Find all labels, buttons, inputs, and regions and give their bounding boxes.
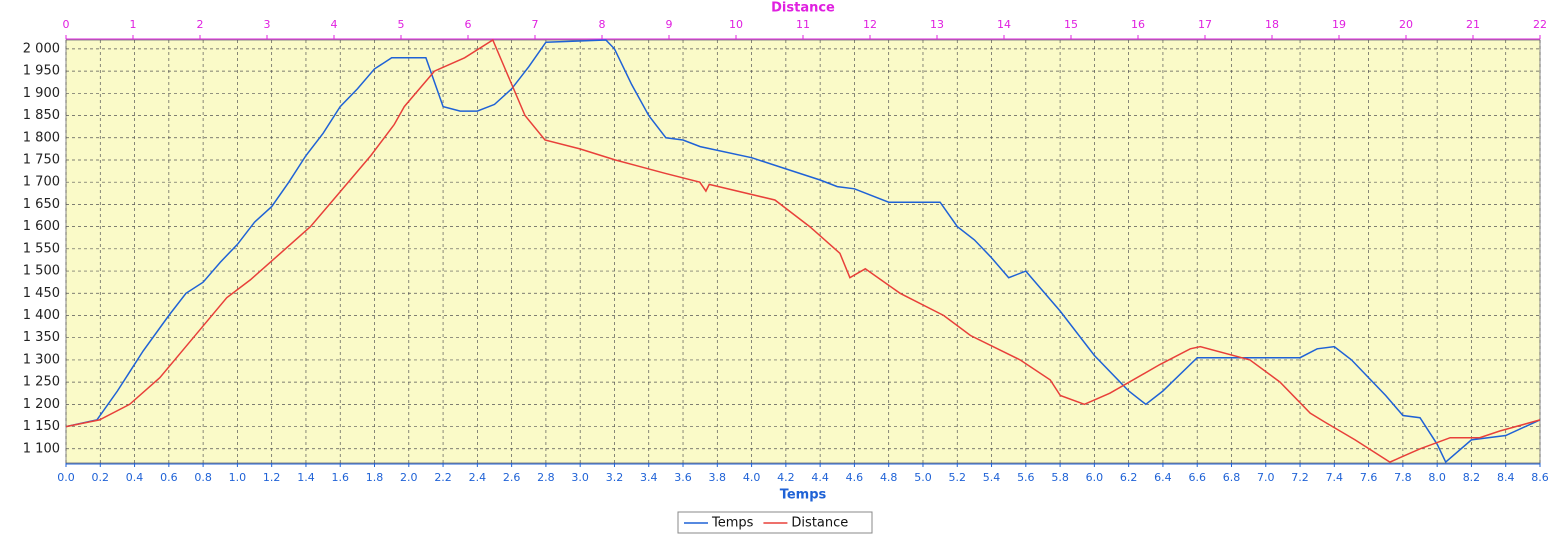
- y-tick-label: 1 350: [23, 330, 60, 345]
- y-tick-label: 1 650: [23, 197, 60, 212]
- x-tick-label: 7.6: [1360, 471, 1378, 484]
- y-tick-label: 1 450: [23, 286, 60, 301]
- x-tick-label: 1.6: [331, 471, 349, 484]
- x-tick-label: 1.4: [297, 471, 315, 484]
- x-tick-label: 3.0: [571, 471, 589, 484]
- x-tick-label: 3.8: [709, 471, 727, 484]
- x-tick-label: 4.2: [777, 471, 795, 484]
- x-tick-label: 7.8: [1394, 471, 1412, 484]
- y-tick-label: 1 300: [23, 352, 60, 367]
- x-tick-label: 8.2: [1463, 471, 1481, 484]
- x-tick-label: 5.0: [914, 471, 932, 484]
- x2-tick-label: 15: [1064, 18, 1078, 31]
- x-tick-label: 4.4: [811, 471, 829, 484]
- x-tick-label: 3.6: [674, 471, 692, 484]
- x2-tick-label: 8: [599, 18, 606, 31]
- y-tick-label: 1 850: [23, 108, 60, 123]
- x2-tick-label: 13: [930, 18, 944, 31]
- plot-area: [65, 39, 1541, 464]
- x-tick-label: 6.4: [1154, 471, 1172, 484]
- x-tick-label: 0.6: [160, 471, 178, 484]
- y-tick-label: 1 250: [23, 375, 60, 390]
- y-tick-label: 1 900: [23, 86, 60, 101]
- x-tick-label: 6.0: [1086, 471, 1104, 484]
- x-tick-label: 7.0: [1257, 471, 1275, 484]
- x-tick-label: 2.4: [469, 471, 487, 484]
- y-tick-label: 1 150: [23, 419, 60, 434]
- x2-tick-label: 9: [666, 18, 673, 31]
- x2-tick-label: 21: [1466, 18, 1480, 31]
- x2-tick-label: 11: [796, 18, 810, 31]
- x2-tick-label: 19: [1332, 18, 1346, 31]
- y-tick-label: 1 750: [23, 152, 60, 167]
- y-tick-label: 1 500: [23, 264, 60, 279]
- x2-tick-label: 17: [1198, 18, 1212, 31]
- legend-label: Temps: [711, 516, 754, 531]
- y-tick-label: 1 100: [23, 441, 60, 456]
- x-tick-label: 8.4: [1497, 471, 1515, 484]
- x-tick-label: 0.4: [126, 471, 144, 484]
- x-tick-label: 5.2: [949, 471, 967, 484]
- x2-tick-label: 18: [1265, 18, 1279, 31]
- y-tick-label: 2 000: [23, 41, 60, 56]
- x-tick-label: 2.6: [503, 471, 521, 484]
- x2-tick-label: 16: [1131, 18, 1145, 31]
- x-tick-label: 3.4: [640, 471, 658, 484]
- x-tick-label: 3.2: [606, 471, 624, 484]
- x-tick-label: 6.6: [1188, 471, 1206, 484]
- x-tick-label: 1.8: [366, 471, 384, 484]
- x-tick-label: 8.6: [1531, 471, 1549, 484]
- x-tick-label: 8.0: [1428, 471, 1446, 484]
- x-tick-label: 1.0: [229, 471, 247, 484]
- x2-tick-label: 2: [197, 18, 204, 31]
- x2-tick-label: 10: [729, 18, 743, 31]
- x2-tick-label: 7: [532, 18, 539, 31]
- x-tick-label: 0.2: [92, 471, 110, 484]
- y-tick-label: 1 400: [23, 308, 60, 323]
- x-axis-title: Temps: [780, 488, 827, 503]
- y-tick-label: 1 800: [23, 130, 60, 145]
- x2-tick-label: 14: [997, 18, 1011, 31]
- x-tick-label: 7.2: [1291, 471, 1309, 484]
- x2-tick-label: 20: [1399, 18, 1413, 31]
- x-tick-label: 6.8: [1223, 471, 1241, 484]
- x-tick-label: 4.8: [880, 471, 898, 484]
- y-tick-label: 1 600: [23, 219, 60, 234]
- x-tick-label: 4.6: [846, 471, 864, 484]
- x2-tick-label: 0: [63, 18, 70, 31]
- series-line: [65, 38, 1541, 463]
- x2-tick-label: 22: [1533, 18, 1547, 31]
- x-tick-label: 5.8: [1051, 471, 1069, 484]
- x-tick-label: 6.2: [1120, 471, 1138, 484]
- x-tick-label: 7.4: [1326, 471, 1344, 484]
- x2-tick-label: 12: [863, 18, 877, 31]
- y-tick-label: 1 200: [23, 397, 60, 412]
- x-tick-label: 5.4: [983, 471, 1001, 484]
- x-tick-label: 5.6: [1017, 471, 1035, 484]
- x2-tick-label: 3: [264, 18, 271, 31]
- series-line: [65, 39, 1541, 464]
- x-tick-label: 2.2: [434, 471, 452, 484]
- x-tick-label: 0.8: [194, 471, 212, 484]
- y-tick-label: 1 700: [23, 175, 60, 190]
- x2-tick-label: 6: [465, 18, 472, 31]
- x-tick-label: 1.2: [263, 471, 281, 484]
- legend-label: Distance: [791, 516, 848, 531]
- y-tick-label: 1 950: [23, 64, 60, 79]
- x-tick-label: 4.0: [743, 471, 761, 484]
- x-tick-label: 2.8: [537, 471, 555, 484]
- y-tick-label: 1 550: [23, 241, 60, 256]
- x2-tick-label: 5: [398, 18, 405, 31]
- x-tick-label: 0.0: [57, 471, 75, 484]
- x2-axis-title: Distance: [771, 1, 835, 16]
- x-tick-label: 2.0: [400, 471, 418, 484]
- x2-tick-label: 4: [331, 18, 338, 31]
- x2-tick-label: 1: [130, 18, 137, 31]
